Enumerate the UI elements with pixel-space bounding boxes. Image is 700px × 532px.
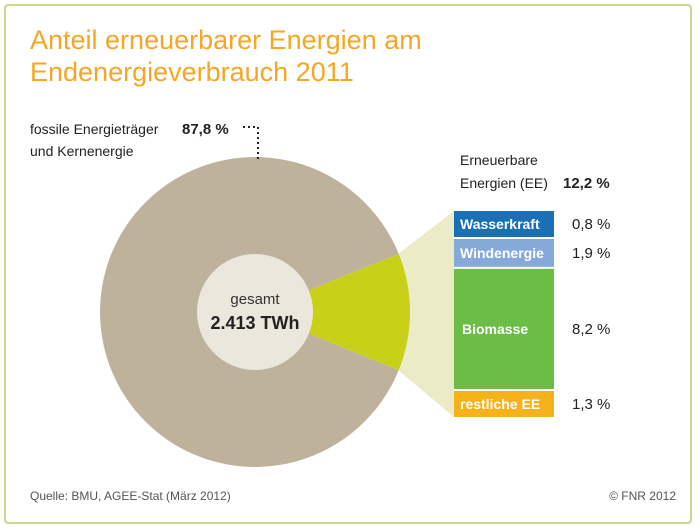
pie-slice-renewable xyxy=(255,254,410,370)
segment-biomasse xyxy=(454,268,554,389)
segment-wasserkraft xyxy=(454,211,554,237)
breakdown-connector xyxy=(396,211,454,417)
segment-restliche-ee xyxy=(454,391,554,417)
segment-value-wasserkraft: 0,8 % xyxy=(572,216,610,233)
segment-label-biomasse: Biomasse xyxy=(462,321,528,337)
center-label: gesamt xyxy=(230,291,280,308)
chart-title: Anteil erneuerbarer Energien am Endenerg… xyxy=(30,25,422,87)
segment-label-windenergie: Windenergie xyxy=(460,245,544,261)
copyright-note: © FNR 2012 xyxy=(609,489,676,503)
segment-value-windenergie: 1,9 % xyxy=(572,245,610,262)
fossil-value-label: 87,8 % xyxy=(182,121,229,138)
source-note: Quelle: BMU, AGEE-Stat (März 2012) xyxy=(30,489,231,503)
fossil-leader-line xyxy=(243,126,259,160)
renewable-label-line1: Erneuerbare xyxy=(460,152,538,168)
renewable-value-label: 12,2 % xyxy=(563,175,610,192)
renewable-label-line2: Energien (EE) xyxy=(460,175,548,191)
pie-center-hole xyxy=(197,254,313,370)
segment-value-biomasse: 8,2 % xyxy=(572,321,610,338)
segment-label-restliche-ee: restliche EE xyxy=(460,396,540,412)
fossil-label-line2: und Kernenergie xyxy=(30,143,134,159)
segment-value-restliche-ee: 1,3 % xyxy=(572,396,610,413)
segment-label-wasserkraft: Wasserkraft xyxy=(460,216,540,232)
pie-chart xyxy=(99,157,410,467)
segment-windenergie xyxy=(454,239,554,267)
fossil-label-line1: fossile Energieträger xyxy=(30,121,159,137)
center-value: 2.413 TWh xyxy=(210,313,299,333)
breakdown-bar: Wasserkraft Windenergie Biomasse restlic… xyxy=(454,211,610,417)
